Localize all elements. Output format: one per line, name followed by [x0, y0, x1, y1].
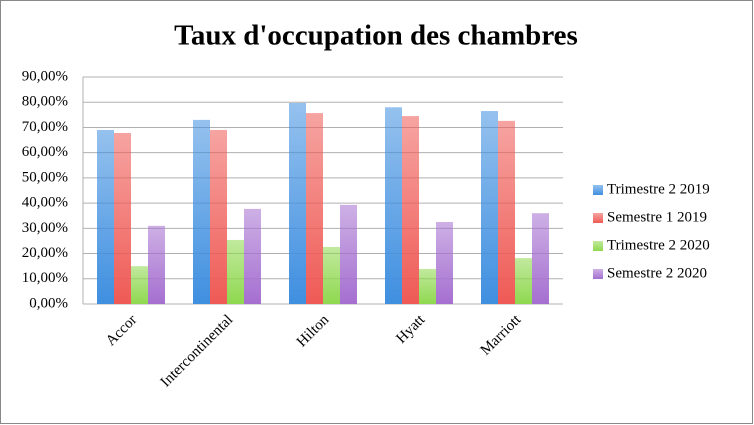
bar — [306, 113, 323, 304]
legend-swatch — [593, 269, 603, 279]
y-tick-label: 10,00% — [22, 270, 68, 286]
bar — [481, 111, 498, 304]
bar — [244, 208, 261, 304]
legend-label: Trimestre 2 2019 — [607, 181, 710, 197]
legend-swatch — [593, 241, 603, 251]
bar — [227, 239, 244, 304]
bar — [131, 266, 148, 304]
bar — [193, 119, 210, 304]
bar — [210, 129, 227, 304]
y-tick-label: 30,00% — [22, 220, 68, 236]
bar — [532, 213, 549, 304]
chart-title: Taux d'occupation des chambres — [174, 20, 578, 52]
bar — [97, 129, 114, 304]
bar — [148, 225, 165, 304]
bar — [498, 120, 515, 305]
y-tick-label: 60,00% — [22, 144, 68, 160]
legend-swatch — [593, 185, 603, 195]
y-tick-label: 0,00% — [29, 295, 68, 311]
y-tick-label: 90,00% — [22, 68, 68, 84]
y-tick-label: 70,00% — [22, 119, 68, 135]
legend-label: Semestre 1 2019 — [607, 209, 707, 225]
y-tick-label: 80,00% — [22, 94, 68, 110]
y-tick-label: 40,00% — [22, 195, 68, 211]
bar — [436, 222, 453, 304]
bar — [515, 258, 532, 304]
bar — [289, 102, 306, 305]
bar — [114, 132, 131, 304]
bar — [340, 204, 357, 304]
y-tick-label: 50,00% — [22, 169, 68, 185]
legend-label: Trimestre 2 2020 — [607, 237, 710, 253]
bar — [323, 246, 340, 304]
y-tick-label: 20,00% — [22, 245, 68, 261]
legend-label: Semestre 2 2020 — [607, 265, 707, 281]
bar — [419, 268, 436, 304]
legend-swatch — [593, 213, 603, 223]
bar — [385, 107, 402, 305]
bar — [402, 116, 419, 304]
